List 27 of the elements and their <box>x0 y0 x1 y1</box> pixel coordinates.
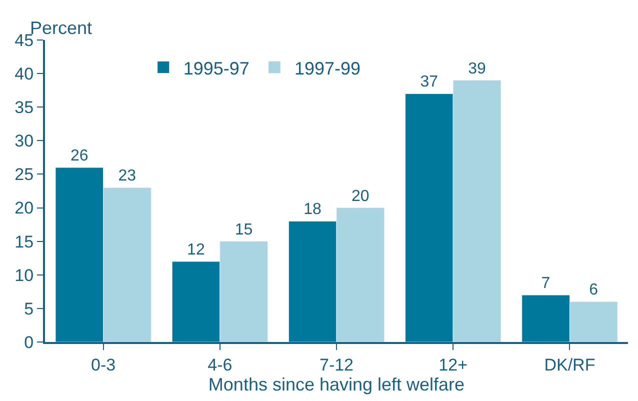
x-tick-label: 12+ <box>438 355 468 374</box>
x-tick-label: 0-3 <box>91 355 116 374</box>
y-tick-label: 10 <box>14 266 34 285</box>
x-axis-title: Months since having left welfare <box>208 374 465 394</box>
legend-label: 1997-99 <box>294 58 361 78</box>
legend-label: 1995-97 <box>183 58 250 78</box>
data-label: 15 <box>234 221 253 238</box>
y-tick-label: 20 <box>14 198 34 218</box>
y-tick-label: 15 <box>14 232 34 252</box>
x-tick-label: 7-12 <box>319 355 354 374</box>
data-label: 12 <box>187 241 205 258</box>
x-tick-label: 4-6 <box>208 355 232 374</box>
data-label: 18 <box>304 201 322 218</box>
data-label: 37 <box>420 74 438 91</box>
data-label: 20 <box>351 188 370 205</box>
data-label: 6 <box>589 282 598 299</box>
data-label: 7 <box>541 275 550 292</box>
y-tick-label: 25 <box>14 165 34 184</box>
data-label: 39 <box>468 60 486 78</box>
y-tick-label: 35 <box>14 98 34 118</box>
data-label: 23 <box>118 168 136 185</box>
y-tick-label: 0 <box>24 332 34 352</box>
x-tick-label: DK/RF <box>544 355 596 374</box>
y-tick-label: 5 <box>24 299 34 318</box>
y-tick-label: 30 <box>14 132 34 151</box>
data-label: 26 <box>70 148 88 165</box>
y-tick-label: 40 <box>14 64 34 84</box>
